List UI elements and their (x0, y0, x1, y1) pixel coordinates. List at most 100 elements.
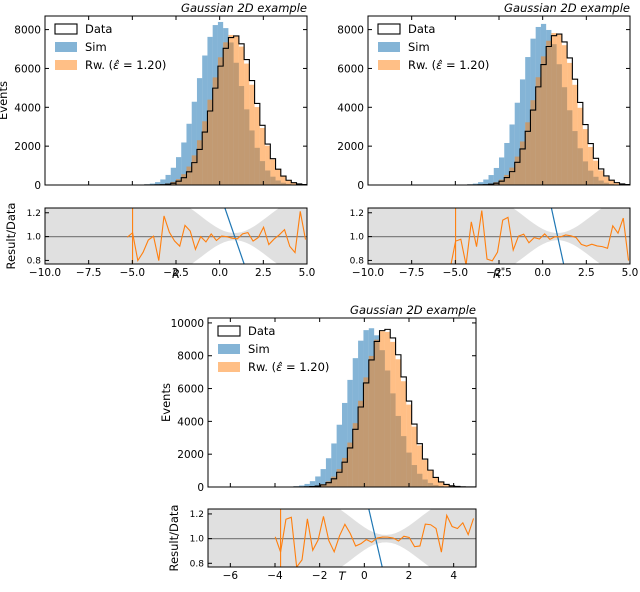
rw-bar (540, 56, 547, 185)
x-tick-label: 2.5 (255, 267, 272, 279)
ratio-y-tick-label: 0.8 (190, 559, 205, 569)
chart-title: Gaussian 2D example (350, 303, 476, 317)
rw-ratio-line (126, 211, 307, 263)
sim-bar (504, 142, 510, 185)
rw-bar (406, 404, 412, 487)
x-tick-label: −5.0 (443, 267, 469, 279)
sim-bar (347, 379, 353, 487)
sim-bar (181, 142, 187, 185)
rw-bar (588, 146, 594, 185)
rw-ratio-line (450, 210, 630, 264)
legend-rw-val: = 1.20) (119, 58, 166, 72)
legend-swatch-rw (55, 60, 77, 70)
rw-bar (368, 355, 375, 487)
sim-bar (186, 123, 192, 185)
sim-bar (309, 481, 316, 487)
rw-bar (228, 34, 234, 185)
rw-bar (176, 179, 182, 185)
sim-bar (299, 485, 305, 487)
legend: Data Sim Rw. (ε̂ = 1.20) (217, 324, 329, 374)
ratio-y-tick-label: 1.0 (190, 535, 205, 545)
rw-bar (603, 176, 610, 185)
sim-ratio-line (550, 208, 565, 264)
rw-bar (400, 381, 407, 487)
rw-bar (286, 180, 292, 185)
ratio-plot (368, 208, 630, 264)
rw-bar (433, 477, 439, 487)
legend-swatch-sim (378, 42, 400, 52)
ratio-y-tick-label: 1.0 (350, 233, 365, 243)
legend-swatch-data (377, 23, 401, 35)
legend-label-rw: Rw. (ε̂ = 1.20) (85, 58, 166, 72)
legend-swatch-sim (55, 42, 77, 52)
rw-bar (254, 107, 260, 185)
legend: Data Sim Rw. (ε̂ = 1.20) (377, 22, 489, 72)
rw-bar (358, 400, 364, 487)
x-tick-label: −2.5 (163, 267, 189, 279)
sim-bar (165, 174, 171, 185)
sim-bar (202, 55, 208, 185)
y-tick-label: 10000 (171, 318, 204, 330)
rw-bar (196, 140, 203, 185)
sim-bar (191, 101, 197, 185)
x-tick-label: −7.5 (399, 267, 425, 279)
rw-bar (598, 170, 604, 185)
rw-bar (504, 174, 510, 185)
rw-bar (417, 445, 423, 487)
sim-bar (331, 443, 337, 487)
rw-bar (499, 179, 505, 185)
y-axis-label: Events (159, 383, 173, 422)
y-tick-label: 4000 (177, 416, 204, 428)
sim-bar (176, 157, 182, 185)
ratio-frame (207, 508, 477, 568)
rw-bar (593, 160, 599, 185)
x-axis-label: R* (493, 266, 505, 281)
ratio-y-tick-label: 1.2 (190, 510, 204, 520)
rw-bar (614, 182, 620, 185)
ratio-plot (208, 509, 476, 567)
sim-bar (325, 458, 332, 487)
rw-bar (259, 127, 266, 185)
sim-bar (483, 179, 489, 185)
data-step-line (45, 35, 307, 185)
sim-bar (342, 402, 348, 487)
legend-swatch-data (217, 325, 241, 337)
rw-bar (342, 457, 348, 487)
y-tick-label: 0 (34, 180, 41, 192)
legend-rw-prefix: Rw. ( (248, 360, 276, 374)
chart-title: Gaussian 2D example (504, 1, 630, 15)
rw-bar (567, 62, 573, 185)
x-tick-label: −2 (312, 570, 327, 582)
x-tick-label: 2 (406, 570, 413, 582)
rw-bar (582, 129, 589, 185)
chart-panel-0: 0 2000 4000 6000 8000 Gaussian 2D example Even… (0, 1, 315, 281)
rw-bar (519, 141, 526, 185)
rw-bar (561, 45, 568, 185)
legend-label-data: Data (408, 22, 435, 36)
rw-bar (514, 156, 520, 185)
rw-bar (265, 145, 271, 185)
y-tick-label: 8000 (177, 351, 204, 363)
rw-bar (443, 484, 450, 487)
x-axis-label: T (338, 569, 346, 583)
legend-label-sim: Sim (85, 40, 107, 54)
rw-bar (191, 155, 197, 185)
sim-bar (336, 424, 342, 487)
sim-bar (519, 79, 526, 185)
rw-bar (395, 359, 401, 487)
ratio-plot (45, 208, 307, 264)
legend-rw-prefix: Rw. ( (408, 58, 436, 72)
sim-bar (488, 175, 494, 185)
x-tick-label: −2.5 (486, 267, 512, 279)
rw-bar (422, 460, 428, 487)
legend-label-sim: Sim (408, 40, 430, 54)
rw-bar (238, 46, 245, 185)
rw-bar (347, 442, 353, 487)
x-tick-label: −7.5 (76, 267, 102, 279)
y-tick-label: 6000 (337, 63, 364, 75)
x-tick-label: 0.0 (534, 267, 551, 279)
ratio-y-tick-label: 0.8 (350, 256, 365, 266)
rw-ratio-line (274, 513, 475, 567)
sim-bar (320, 469, 326, 487)
